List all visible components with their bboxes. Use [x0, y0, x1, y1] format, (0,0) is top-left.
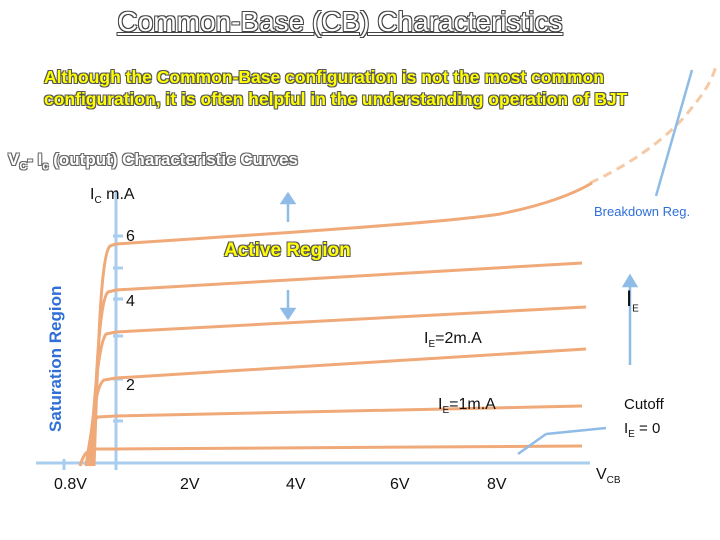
x-tick-label: 2V: [180, 476, 200, 493]
cutoff-arrow-tail: [517, 432, 547, 456]
active-region-label: Active Region: [224, 240, 351, 261]
ie-direction-label: IE: [626, 286, 639, 315]
intro-text: Although the Common-Base configuration i…: [44, 67, 628, 109]
x-tick-label: 6V: [390, 476, 410, 493]
x-axis-label: VCB: [596, 466, 621, 487]
cutoff-arrow: [545, 426, 607, 436]
chart-subtitle: VC- Ic (output) Characteristic Curves: [8, 150, 298, 173]
x-tick-label: 4V: [286, 476, 306, 493]
cutoff-label: Cutoff: [624, 396, 664, 413]
arrowhead: [279, 191, 297, 205]
breakdown-dashed-curve: [589, 65, 718, 185]
page-title: Common-Base (CB) Characteristics: [117, 6, 563, 37]
cutoff-ie-label: IE = 0: [624, 420, 661, 440]
y-axis-label: IC m.A: [90, 186, 135, 207]
saturation-region-label: Saturation Region: [46, 285, 65, 432]
curve-ie-3: [88, 305, 587, 467]
x-tick-label: 0.8V: [54, 476, 87, 493]
y-tick-label: 6: [126, 228, 135, 245]
breakdown-region-label: Breakdown Reg.: [594, 204, 691, 219]
y-tick-label: 2: [126, 377, 135, 394]
breakdown-arrow: [654, 69, 694, 197]
arrowhead: [279, 307, 297, 321]
curve-ie-5: [92, 181, 593, 467]
y-tick-label: 4: [126, 293, 135, 310]
ie-1ma-label: IE=1m.A: [438, 396, 496, 417]
ie-2ma-label: IE=2m.A: [424, 330, 482, 351]
curve-ie-1: [84, 404, 583, 467]
arrowhead: [621, 273, 639, 288]
x-tick-label: 8V: [487, 476, 507, 493]
